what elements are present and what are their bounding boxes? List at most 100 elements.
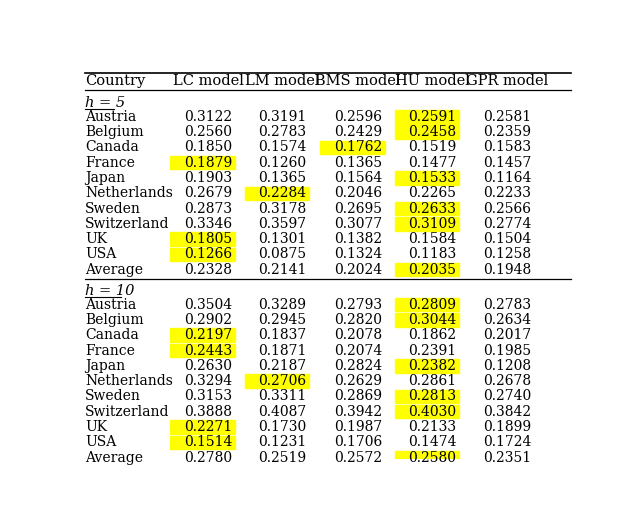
Text: Switzerland: Switzerland: [85, 217, 170, 231]
Text: 0.2679: 0.2679: [184, 186, 232, 200]
Text: 0.1324: 0.1324: [333, 248, 382, 262]
Text: 0.1879: 0.1879: [184, 156, 232, 170]
Text: 0.2328: 0.2328: [184, 263, 232, 277]
Text: Sweden: Sweden: [85, 390, 141, 404]
Text: 0.1183: 0.1183: [408, 248, 456, 262]
Text: 0.1948: 0.1948: [483, 263, 532, 277]
Text: 0.2706: 0.2706: [259, 374, 307, 388]
Text: 0.2035: 0.2035: [408, 263, 456, 277]
Text: 0.3122: 0.3122: [184, 110, 232, 124]
FancyBboxPatch shape: [244, 187, 309, 200]
Text: 0.1985: 0.1985: [483, 344, 532, 358]
Text: h = 5: h = 5: [85, 96, 125, 110]
Text: Austria: Austria: [85, 298, 136, 312]
Text: 0.3888: 0.3888: [184, 405, 232, 418]
Text: 0.2024: 0.2024: [333, 263, 382, 277]
Text: 0.1574: 0.1574: [258, 140, 307, 154]
Text: Canada: Canada: [85, 328, 139, 342]
Text: 0.1365: 0.1365: [333, 156, 382, 170]
Text: 0.1805: 0.1805: [184, 232, 232, 246]
Text: USA: USA: [85, 248, 116, 262]
FancyBboxPatch shape: [395, 390, 460, 403]
Text: 0.2740: 0.2740: [483, 390, 532, 404]
FancyBboxPatch shape: [395, 313, 460, 327]
FancyBboxPatch shape: [395, 263, 460, 277]
Text: 0.2359: 0.2359: [484, 125, 532, 139]
Text: 0.2783: 0.2783: [259, 125, 307, 139]
Text: 0.1762: 0.1762: [333, 140, 382, 154]
Text: 0.2187: 0.2187: [259, 359, 307, 373]
Text: 0.2820: 0.2820: [334, 313, 382, 327]
Text: 0.2271: 0.2271: [184, 420, 232, 434]
Text: 0.3842: 0.3842: [483, 405, 532, 418]
Text: 0.2633: 0.2633: [408, 202, 456, 216]
FancyBboxPatch shape: [395, 110, 460, 123]
Text: 0.1301: 0.1301: [259, 232, 307, 246]
Text: 0.1504: 0.1504: [483, 232, 532, 246]
Text: HU model: HU model: [395, 74, 470, 88]
Text: 0.3077: 0.3077: [333, 217, 382, 231]
Text: 0.2695: 0.2695: [334, 202, 382, 216]
Text: Belgium: Belgium: [85, 125, 143, 139]
Text: 0.2869: 0.2869: [334, 390, 382, 404]
Text: 0.0875: 0.0875: [259, 248, 307, 262]
FancyBboxPatch shape: [395, 405, 460, 418]
Text: 0.2793: 0.2793: [333, 298, 382, 312]
FancyBboxPatch shape: [320, 141, 385, 154]
Text: Japan: Japan: [85, 171, 125, 185]
FancyBboxPatch shape: [244, 375, 309, 388]
Text: 0.2197: 0.2197: [184, 328, 232, 342]
Text: Japan: Japan: [85, 359, 125, 373]
Text: 0.1457: 0.1457: [483, 156, 532, 170]
Text: 0.1266: 0.1266: [184, 248, 232, 262]
Text: France: France: [85, 156, 135, 170]
FancyBboxPatch shape: [395, 171, 460, 185]
Text: USA: USA: [85, 436, 116, 449]
Text: 0.2678: 0.2678: [483, 374, 532, 388]
Text: France: France: [85, 344, 135, 358]
Text: Switzerland: Switzerland: [85, 405, 170, 418]
Text: 0.2382: 0.2382: [408, 359, 456, 373]
Text: 0.2133: 0.2133: [408, 420, 456, 434]
Text: Netherlands: Netherlands: [85, 374, 173, 388]
Text: 0.2861: 0.2861: [408, 374, 456, 388]
Text: 0.1258: 0.1258: [483, 248, 532, 262]
Text: LM model: LM model: [245, 74, 319, 88]
Text: Netherlands: Netherlands: [85, 186, 173, 200]
Text: 0.1850: 0.1850: [184, 140, 232, 154]
Text: 0.2945: 0.2945: [259, 313, 307, 327]
FancyBboxPatch shape: [395, 298, 460, 311]
Text: 0.2629: 0.2629: [334, 374, 382, 388]
FancyBboxPatch shape: [170, 232, 235, 246]
Text: 0.3178: 0.3178: [259, 202, 307, 216]
Text: 0.1862: 0.1862: [408, 328, 456, 342]
Text: 0.2391: 0.2391: [408, 344, 456, 358]
Text: 0.1260: 0.1260: [259, 156, 307, 170]
Text: 0.4087: 0.4087: [259, 405, 307, 418]
Text: 0.2813: 0.2813: [408, 390, 456, 404]
Text: Sweden: Sweden: [85, 202, 141, 216]
Text: 0.2630: 0.2630: [184, 359, 232, 373]
FancyBboxPatch shape: [170, 420, 235, 434]
Text: UK: UK: [85, 420, 107, 434]
Text: 0.1584: 0.1584: [408, 232, 456, 246]
Text: 0.1382: 0.1382: [333, 232, 382, 246]
Text: 0.2284: 0.2284: [259, 186, 307, 200]
Text: 0.2596: 0.2596: [334, 110, 382, 124]
Text: 0.2824: 0.2824: [333, 359, 382, 373]
Text: 0.1706: 0.1706: [333, 436, 382, 449]
Text: 0.1899: 0.1899: [483, 420, 532, 434]
FancyBboxPatch shape: [170, 248, 235, 261]
Text: 0.2809: 0.2809: [408, 298, 456, 312]
Text: 0.2572: 0.2572: [333, 450, 382, 464]
Text: h = 10: h = 10: [85, 284, 134, 298]
FancyBboxPatch shape: [170, 329, 235, 342]
Text: Average: Average: [85, 450, 143, 464]
Text: 0.2351: 0.2351: [483, 450, 532, 464]
Text: 0.2519: 0.2519: [259, 450, 307, 464]
Text: Belgium: Belgium: [85, 313, 143, 327]
Text: 0.1871: 0.1871: [258, 344, 307, 358]
Text: 0.3346: 0.3346: [184, 217, 232, 231]
Text: 0.1730: 0.1730: [259, 420, 307, 434]
Text: 0.3153: 0.3153: [184, 390, 232, 404]
